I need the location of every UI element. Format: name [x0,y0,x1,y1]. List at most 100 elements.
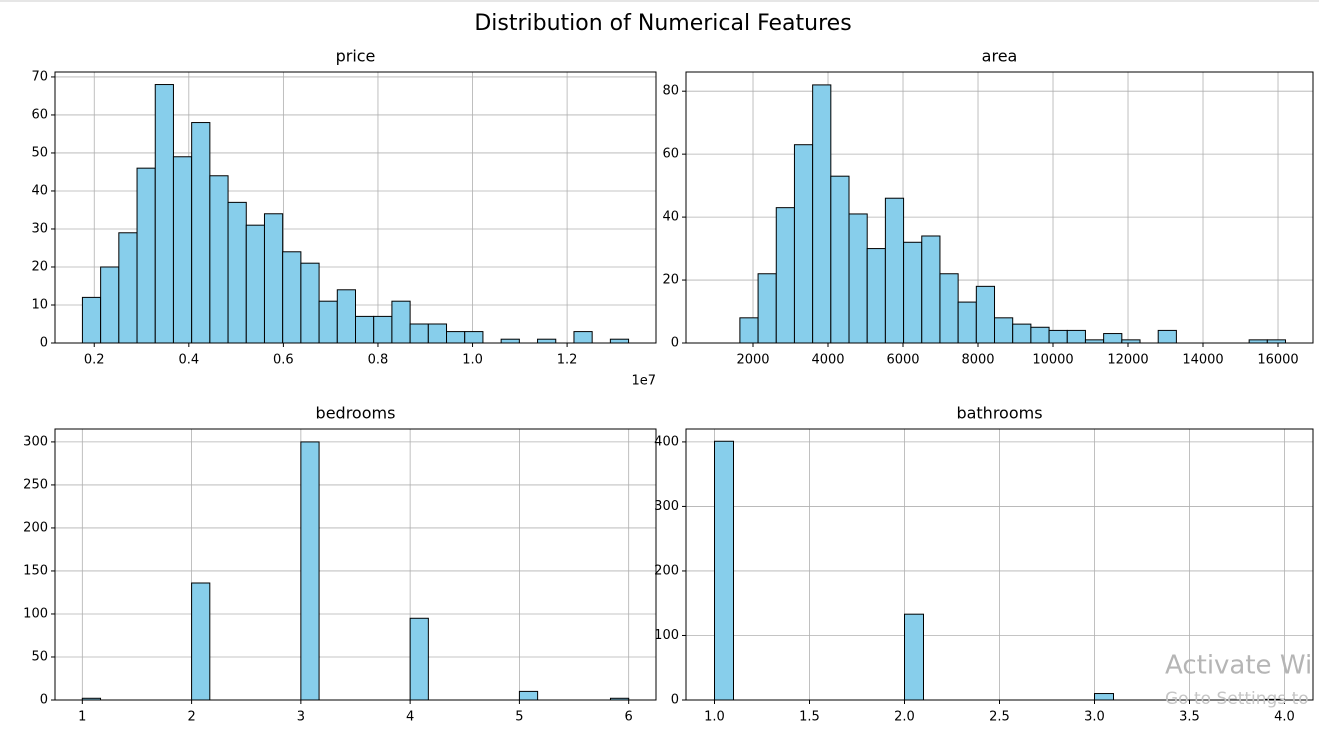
histogram-bar [904,613,924,701]
histogram-bar [830,175,850,344]
figure-title: Distribution of Numerical Features [474,11,851,36]
x-tick-label: 4.0 [1274,710,1295,725]
x-tick-label: 8000 [961,353,994,368]
y-tick-label: 60 [31,107,48,122]
y-tick-label: 300 [23,434,48,449]
y-tick-label: 200 [654,563,679,578]
subplot-title: bedrooms [316,404,396,423]
histogram-bar [245,224,265,344]
x-tick-label: 1 [78,710,86,725]
histogram-bar [739,317,759,344]
histogram-bar [409,323,429,344]
subplot-title: price [336,47,376,66]
histogram-bar [154,84,174,344]
watermark-subtitle: Go to Settings to [1165,689,1309,709]
histogram-bar [336,289,356,344]
y-tick-label: 50 [31,145,48,160]
histogram-bar [994,317,1014,344]
x-tick-label: 14000 [1182,353,1223,368]
histogram-bar [957,301,977,344]
histogram-bar [191,122,211,344]
x-tick-label: 6000 [886,353,919,368]
y-tick-label: 40 [31,183,48,198]
axes-frame [685,428,1314,701]
histogram-bar [118,232,138,344]
x-tick-label: 1.0 [704,710,725,725]
x-tick-label: 1.5 [799,710,820,725]
x-tick-label: 0.2 [84,353,105,368]
histogram-bar [318,300,338,344]
y-tick-label: 30 [31,221,48,236]
histogram-bar [81,296,102,344]
x-tick-label: 10000 [1032,353,1073,368]
x-tick-label: 0.8 [368,353,389,368]
axes-frame [685,71,1314,344]
histogram-bar [884,197,905,344]
y-tick-label: 20 [31,259,48,274]
histogram-bar [757,273,777,344]
subplot-title: area [982,47,1018,66]
y-tick-label: 250 [23,477,48,492]
histogram-bar [446,331,466,344]
y-tick-label: 0 [671,693,679,708]
x-tick-label: 12000 [1107,353,1148,368]
histogram-bar [263,213,284,344]
histogram-bar [921,235,941,344]
histogram-bar [1094,693,1114,701]
histogram-bar [500,338,520,344]
histogram-bar [1012,323,1032,344]
watermark-title: Activate Wi [1165,651,1312,681]
y-tick-label: 0 [40,336,48,351]
histogram-bar [939,273,959,344]
histogram-bar [903,241,923,344]
x-tick-label: 2 [187,710,195,725]
x-tick-label: 1.2 [557,353,578,368]
y-tick-label: 60 [662,147,679,162]
histogram-bar [848,213,868,344]
y-tick-label: 0 [40,693,48,708]
x-tick-label: 6 [625,710,633,725]
histogram-bar [609,338,630,344]
histogram-bar [209,175,229,344]
y-tick-label: 40 [662,210,679,225]
y-tick-label: 200 [23,520,48,535]
histogram-bar [391,300,411,344]
histogram-bar [136,167,156,344]
y-tick-label: 70 [31,69,48,84]
x-tick-label: 4 [406,710,414,725]
histogram-bar [227,201,247,344]
histogram-bar [100,266,120,344]
x-tick-label: 5 [515,710,523,725]
histogram-bar [282,251,302,344]
histogram-bar [1103,333,1123,344]
histogram-bar [573,331,593,344]
y-tick-label: 10 [31,297,48,312]
histogram-bar [191,582,211,701]
histogram-bar [172,156,193,344]
histogram-bar [793,144,814,344]
histogram-bar [427,323,448,344]
histogram-bar [1030,326,1050,344]
y-tick-label: 100 [654,628,679,643]
histogram-bar [355,315,375,344]
histogram-bar [812,84,832,344]
histogram-bar [537,338,557,344]
x-tick-label: 1.0 [462,353,483,368]
y-tick-label: 400 [654,434,679,449]
x-tick-label: 3.5 [1179,710,1200,725]
histogram-bar [714,440,734,701]
x-tick-label: 0.6 [273,353,294,368]
histogram-bar [775,207,795,344]
histogram-bar [300,262,320,344]
histogram-bar [464,331,484,344]
x-tick-label: 2000 [736,353,769,368]
histogram-bar [866,248,886,344]
x-offset-label: 1e7 [631,374,656,389]
histogram-bar [373,315,393,344]
x-tick-label: 0.4 [178,353,199,368]
y-tick-label: 50 [31,649,48,664]
x-tick-label: 16000 [1257,353,1298,368]
y-tick-label: 100 [23,606,48,621]
histogram-bar [975,285,996,344]
